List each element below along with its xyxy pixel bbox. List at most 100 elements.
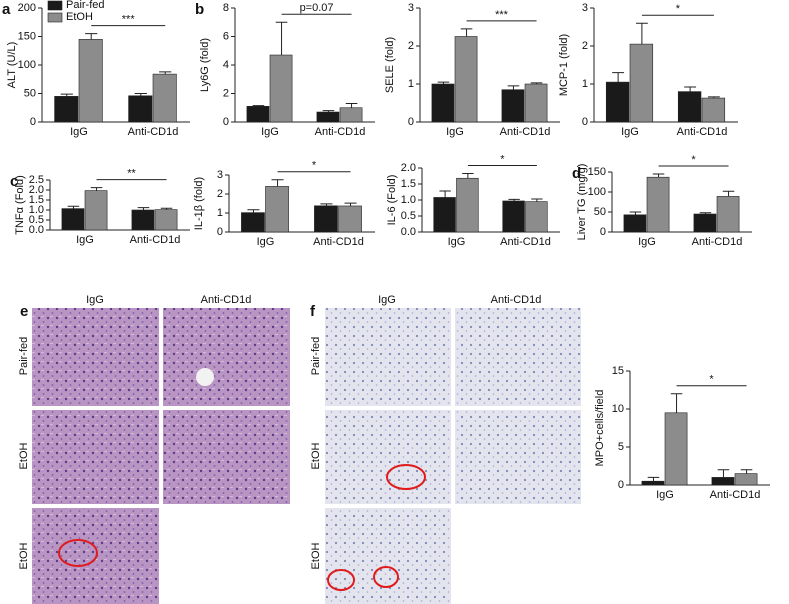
bar-chart: 0 2 4 6 8 Ly6G (fold) b IgG Anti-CD1d p=0.07 <box>195 1 375 138</box>
y-tick-label: 0.0 <box>29 224 44 236</box>
error-bar <box>629 211 642 215</box>
y-tick-label: 150 <box>588 166 606 178</box>
significance-label: * <box>500 153 505 165</box>
y-tick-label: 1.5 <box>29 194 44 206</box>
significance-label: * <box>676 3 681 15</box>
error-bar <box>530 82 543 84</box>
bar <box>131 209 155 231</box>
significance-label: p=0.07 <box>300 2 334 14</box>
y-tick-label: 1 <box>582 78 588 90</box>
y-tick-label: 0 <box>30 116 36 128</box>
error-bar <box>134 93 147 96</box>
error-bar <box>247 209 260 213</box>
bar <box>711 477 735 486</box>
error-bar <box>60 93 73 97</box>
error-bar <box>275 21 288 56</box>
bar <box>456 177 479 233</box>
error-bar <box>67 205 80 209</box>
y-tick-label: 100 <box>18 59 36 71</box>
histology-f: f IgG Anti-CD1d Pair-fed EtOH EtOH <box>310 294 581 604</box>
error-bar <box>717 469 730 478</box>
error-bar <box>531 198 543 202</box>
y-tick-label: 1 <box>408 78 414 90</box>
bar <box>525 201 548 233</box>
y-axis-label: IL-6 (Fold) <box>386 175 398 226</box>
error-bar <box>437 81 450 84</box>
highlight-circle <box>58 539 98 567</box>
bar <box>431 83 455 123</box>
y-axis-label: ALT (U/L) <box>6 42 18 89</box>
bar <box>338 205 362 233</box>
error-bar <box>137 207 150 210</box>
legend-label: EtOH <box>66 11 93 23</box>
histology-e: e IgG Anti-CD1d Pair-fed EtOH EtOH <box>18 294 290 604</box>
bar <box>314 205 338 233</box>
column-header: Anti-CD1d <box>491 294 542 306</box>
vessel <box>196 368 214 386</box>
y-tick-label: 5 <box>618 441 624 453</box>
bar-chart: 0 50 100 150 200 ALT (U/L) a IgG Anti-CD1d *** Pai… <box>2 0 190 138</box>
bar <box>246 106 270 123</box>
y-tick-label: 0 <box>217 226 223 238</box>
y-tick-label: 2 <box>408 40 414 52</box>
y-tick-label: 3 <box>582 2 588 14</box>
significance-label: *** <box>495 9 509 21</box>
x-tick-label: IgG <box>261 126 279 138</box>
y-tick-label: 1 <box>217 207 223 219</box>
bar <box>629 43 654 123</box>
x-tick-label: Anti-CD1d <box>313 236 364 248</box>
bar <box>734 473 758 486</box>
panel-label: d <box>572 165 581 182</box>
x-tick-label: IgG <box>448 236 466 248</box>
bar <box>433 197 456 233</box>
micrograph <box>32 410 159 504</box>
y-tick-label: 0 <box>618 479 624 491</box>
micrograph <box>325 308 451 406</box>
panel-label: c <box>10 173 18 190</box>
y-tick-label: 2.0 <box>29 184 44 196</box>
micrograph <box>455 410 581 504</box>
micrograph <box>325 508 451 604</box>
bar <box>677 91 702 123</box>
y-tick-label: 15 <box>612 365 624 377</box>
y-tick-label: 100 <box>588 186 606 198</box>
error-bar <box>439 190 451 198</box>
column-header: Anti-CD1d <box>201 294 252 306</box>
error-bar <box>722 190 735 197</box>
error-bar <box>252 105 265 107</box>
y-axis-label: Liver TG (mg/g) <box>576 164 588 241</box>
panel-label: a <box>2 1 11 18</box>
bar <box>128 95 153 123</box>
x-tick-label: IgG <box>656 489 674 501</box>
bar <box>693 213 717 233</box>
error-bar <box>647 476 660 482</box>
y-tick-label: 50 <box>594 206 606 218</box>
bar <box>269 54 293 123</box>
error-bar <box>159 71 172 75</box>
bar <box>623 214 647 233</box>
y-tick-label: 2.0 <box>401 162 416 174</box>
y-axis-label: Ly6G (fold) <box>199 38 211 92</box>
bar <box>701 97 726 123</box>
x-tick-label: Anti-CD1d <box>692 236 743 248</box>
error-bar <box>322 110 335 113</box>
y-tick-label: 150 <box>18 30 36 42</box>
y-axis-label: TNFα (Fold) <box>14 175 26 235</box>
error-bar <box>507 85 520 90</box>
y-tick-label: 3 <box>408 2 414 14</box>
legend-label: Pair-fed <box>66 0 105 11</box>
error-bar <box>684 86 697 92</box>
x-tick-label: Anti-CD1d <box>128 126 179 138</box>
x-tick-label: Anti-CD1d <box>710 489 761 501</box>
legend-swatch <box>47 0 63 11</box>
micrograph <box>455 308 581 406</box>
column-header: IgG <box>378 294 396 306</box>
bar <box>501 89 525 123</box>
error-bar <box>462 172 474 179</box>
bar <box>716 196 740 233</box>
y-tick-label: 2 <box>582 40 588 52</box>
y-tick-label: 0.5 <box>401 210 416 222</box>
